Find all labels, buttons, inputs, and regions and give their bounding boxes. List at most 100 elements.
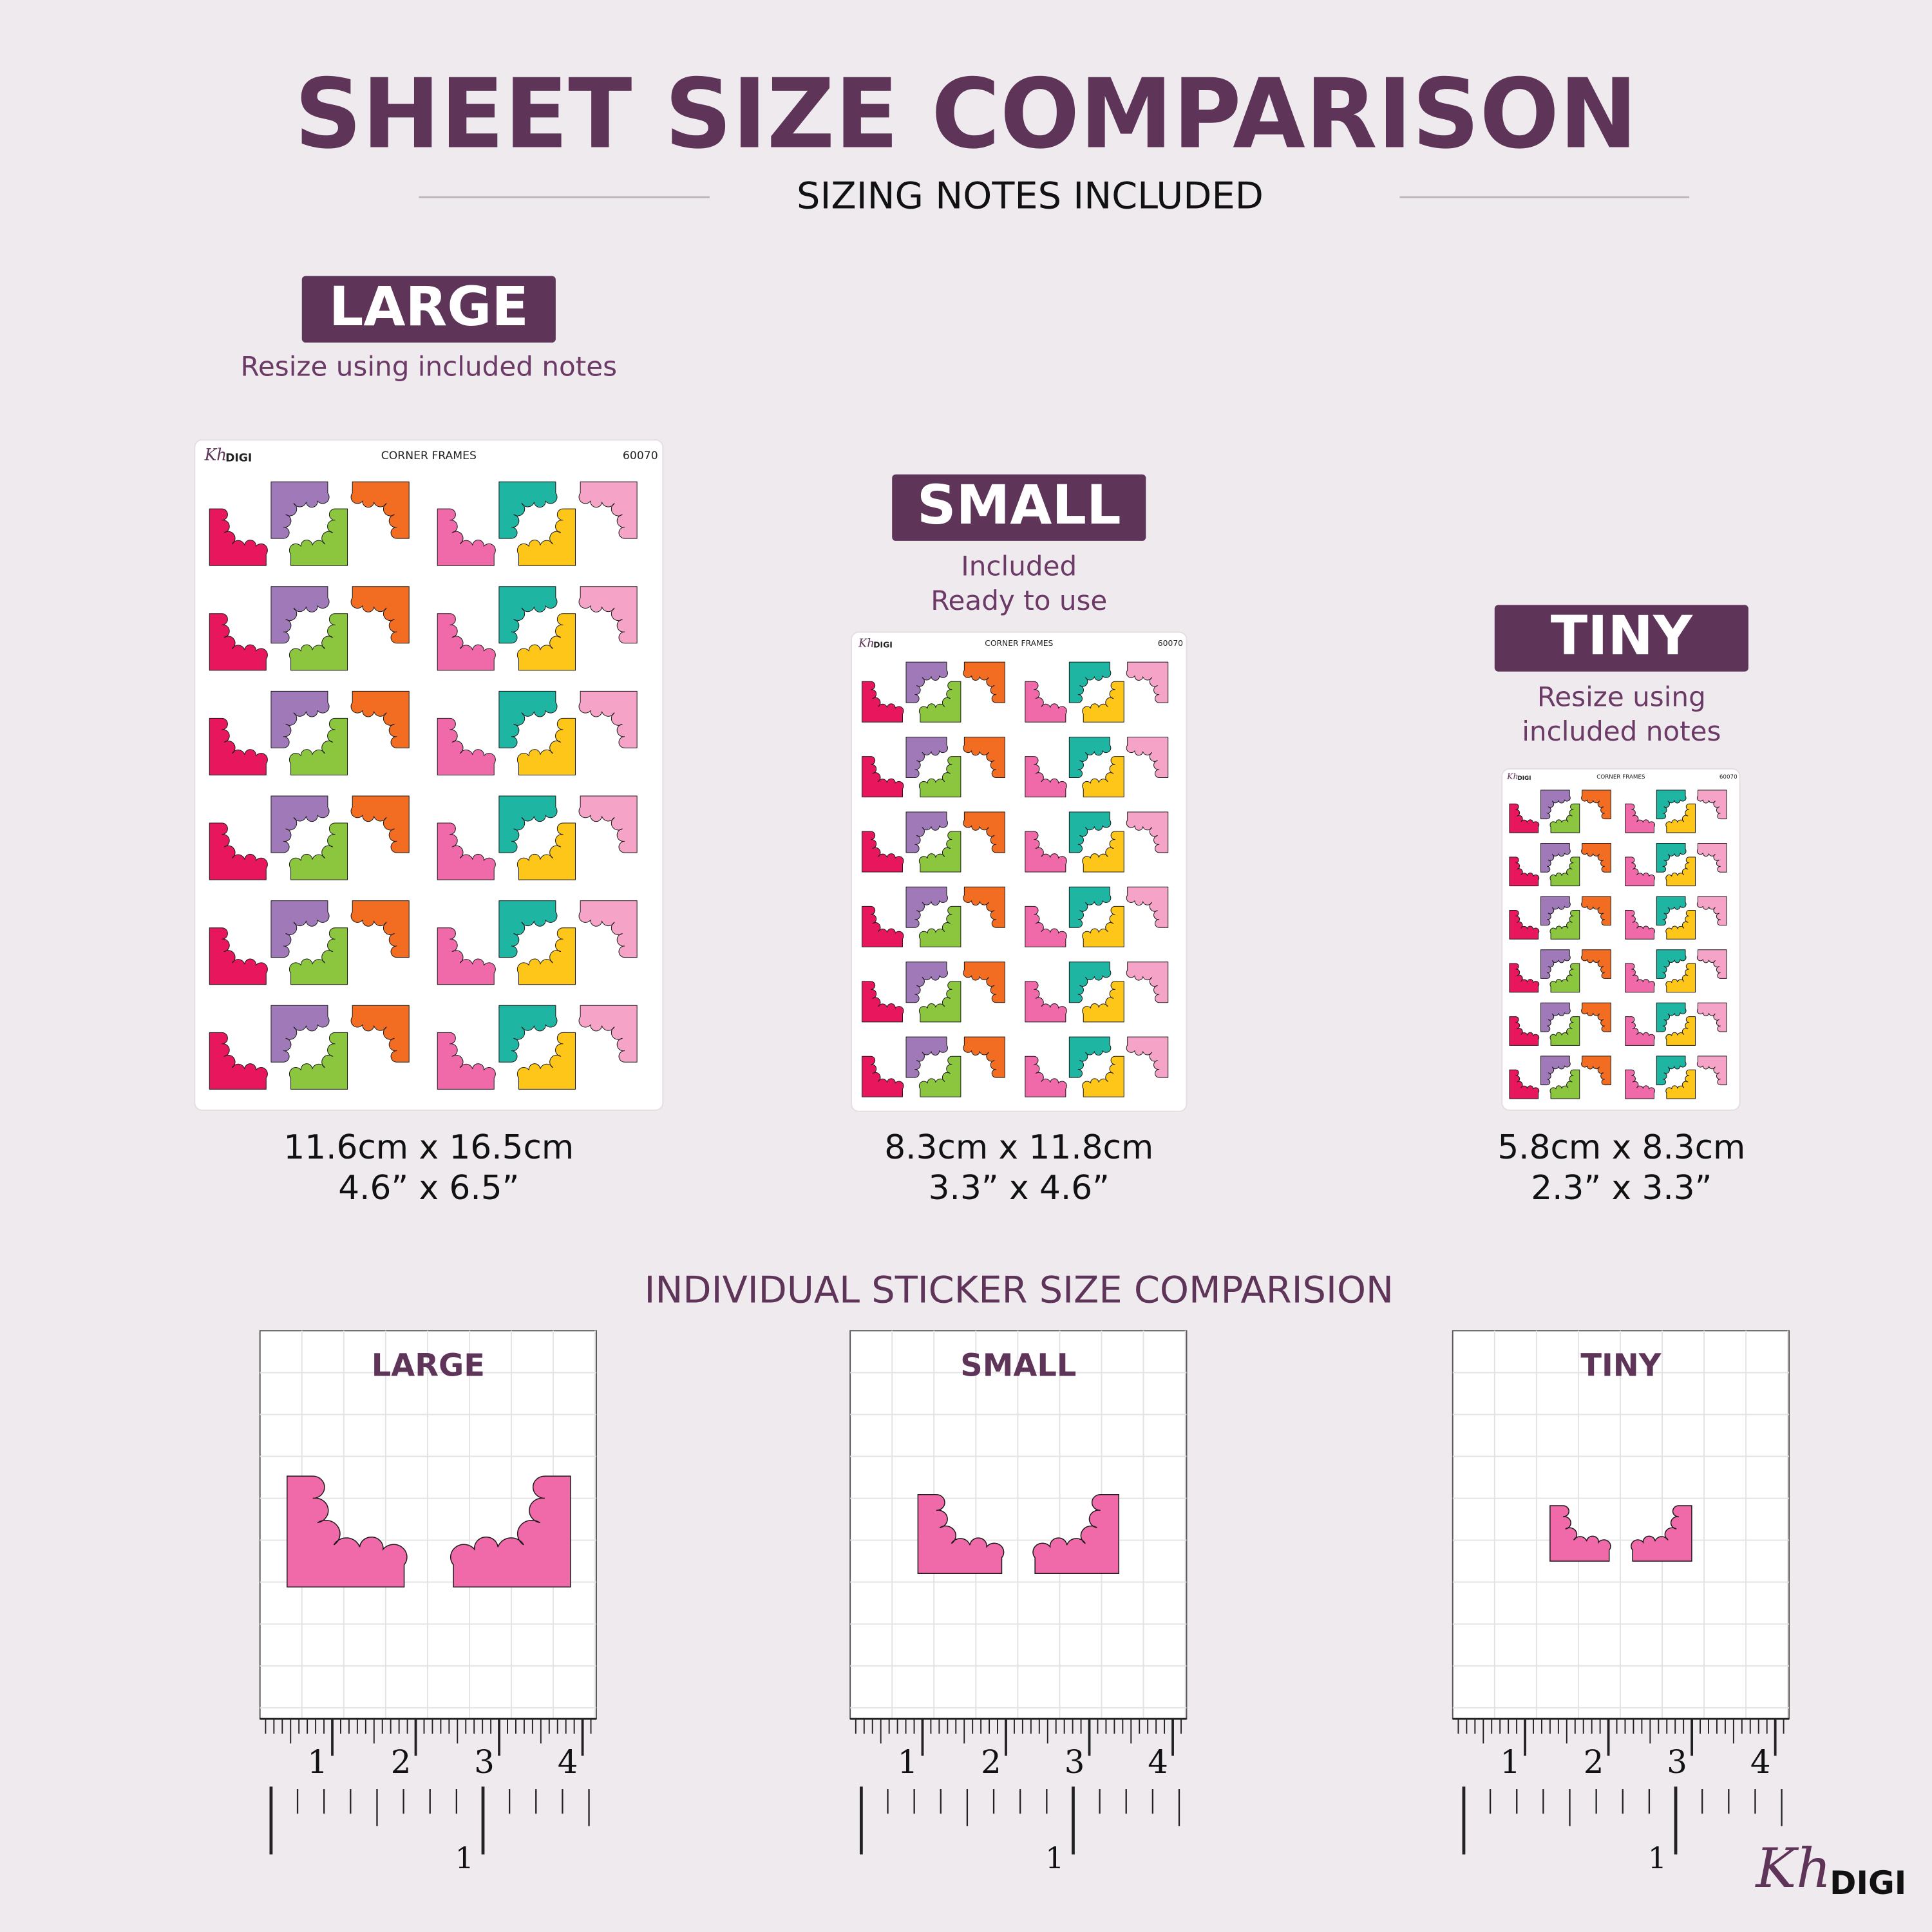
corner-sticker (919, 981, 961, 1022)
corner-sticker (1666, 963, 1696, 992)
corner-sticker (1625, 804, 1655, 833)
sheet-code: 60070 (623, 450, 658, 462)
corner-sticker (862, 1056, 904, 1097)
corner-sticker (919, 1056, 961, 1097)
size-label: LARGE (329, 275, 529, 338)
ruler-number: 2 (981, 1743, 1001, 1781)
corner-sticker (1625, 963, 1655, 992)
corner-sticker (906, 962, 948, 1003)
corner-sticker (862, 757, 904, 797)
corner-sticker (1582, 950, 1611, 979)
size-note: Included (961, 551, 1077, 582)
ruler-number: 4 (1750, 1743, 1771, 1781)
title: SHEET SIZE COMPARISON (294, 58, 1637, 170)
corner-sticker (1625, 910, 1655, 939)
corner-sticker (1126, 737, 1168, 777)
corner-sticker (1656, 1056, 1686, 1085)
corner-sticker (499, 691, 557, 748)
ruler-number: 1 (307, 1743, 328, 1781)
corner-sticker (579, 691, 637, 748)
panel-label: SMALL (960, 1349, 1076, 1384)
ruler-number: 4 (558, 1743, 578, 1781)
corner-sticker (209, 928, 267, 985)
corner-sticker (1083, 681, 1124, 722)
corner-sticker (1025, 906, 1067, 947)
sheet-name: CORNER FRAMES (381, 450, 477, 462)
corner-sticker (1541, 896, 1571, 925)
corner-sticker (1025, 1056, 1067, 1097)
corner-sticker (1510, 910, 1539, 939)
corner-sticker (1069, 737, 1111, 777)
metric-size: 5.8cm x 8.3cm (1497, 1128, 1745, 1167)
subtitle: SIZING NOTES INCLUDED (797, 175, 1264, 218)
corner-sticker (1656, 1003, 1686, 1032)
corner-sticker (1083, 831, 1124, 872)
corner-sticker (1625, 1017, 1655, 1046)
corner-sticker (1631, 1506, 1692, 1561)
ruler-number: 3 (1065, 1743, 1085, 1781)
corner-sticker (517, 509, 575, 565)
corner-sticker (1126, 962, 1168, 1003)
size-badge (1494, 605, 1748, 672)
sheet-code: 60070 (1158, 639, 1183, 648)
section-title: INDIVIDUAL STICKER SIZE COMPARISION (645, 1269, 1394, 1312)
imperial-size: 2.3” x 3.3” (1531, 1169, 1712, 1208)
corner-sticker (579, 796, 637, 853)
corner-sticker (351, 901, 409, 958)
sheet-name: CORNER FRAMES (985, 639, 1053, 648)
corner-sticker (1069, 812, 1111, 853)
corner-sticker (1510, 1017, 1539, 1046)
corner-sticker (451, 1476, 571, 1587)
corner-sticker (209, 823, 267, 880)
corner-sticker (1541, 790, 1571, 819)
corner-sticker (918, 1495, 1003, 1573)
corner-sticker (351, 482, 409, 538)
corner-sticker (1582, 1056, 1611, 1085)
corner-sticker (289, 1032, 347, 1089)
corner-sticker (963, 662, 1005, 703)
ruler-number: 4 (1148, 1743, 1168, 1781)
sheet-brand: DIGI (873, 641, 892, 650)
corner-sticker (517, 1032, 575, 1089)
corner-sticker (517, 823, 575, 880)
corner-sticker (1550, 910, 1580, 939)
corner-sticker (351, 1005, 409, 1062)
corner-sticker (963, 887, 1005, 927)
panel-label: TINY (1580, 1349, 1662, 1384)
corner-sticker (963, 812, 1005, 853)
corner-sticker (1541, 1003, 1571, 1032)
size-note: Resize using (1537, 681, 1706, 712)
ruler-inch-number: 1 (455, 1841, 474, 1875)
corner-sticker (271, 1005, 329, 1062)
corner-sticker (289, 614, 347, 670)
corner-sticker (906, 737, 948, 777)
corner-sticker (1656, 896, 1686, 925)
corner-sticker (1550, 857, 1580, 886)
corner-sticker (919, 831, 961, 872)
corner-sticker (289, 718, 347, 775)
corner-sticker (437, 509, 495, 565)
corner-sticker (209, 718, 267, 775)
corner-sticker (579, 1005, 637, 1062)
corner-sticker (862, 831, 904, 872)
corner-sticker (1069, 662, 1111, 703)
ruler-number: 1 (1500, 1743, 1520, 1781)
corner-sticker (579, 482, 637, 538)
corner-sticker (1582, 844, 1611, 873)
corner-sticker (1666, 910, 1696, 939)
corner-sticker (1126, 662, 1168, 703)
logo-text: DIGI (1830, 1864, 1906, 1902)
corner-sticker (1582, 790, 1611, 819)
corner-sticker (289, 509, 347, 565)
corner-sticker (1550, 963, 1580, 992)
corner-sticker (289, 823, 347, 880)
corner-sticker (1697, 790, 1727, 819)
corner-sticker (1697, 844, 1727, 873)
corner-sticker (906, 1037, 948, 1077)
size-badge (301, 276, 556, 343)
corner-sticker (1550, 804, 1580, 833)
corner-sticker (1666, 1017, 1696, 1046)
